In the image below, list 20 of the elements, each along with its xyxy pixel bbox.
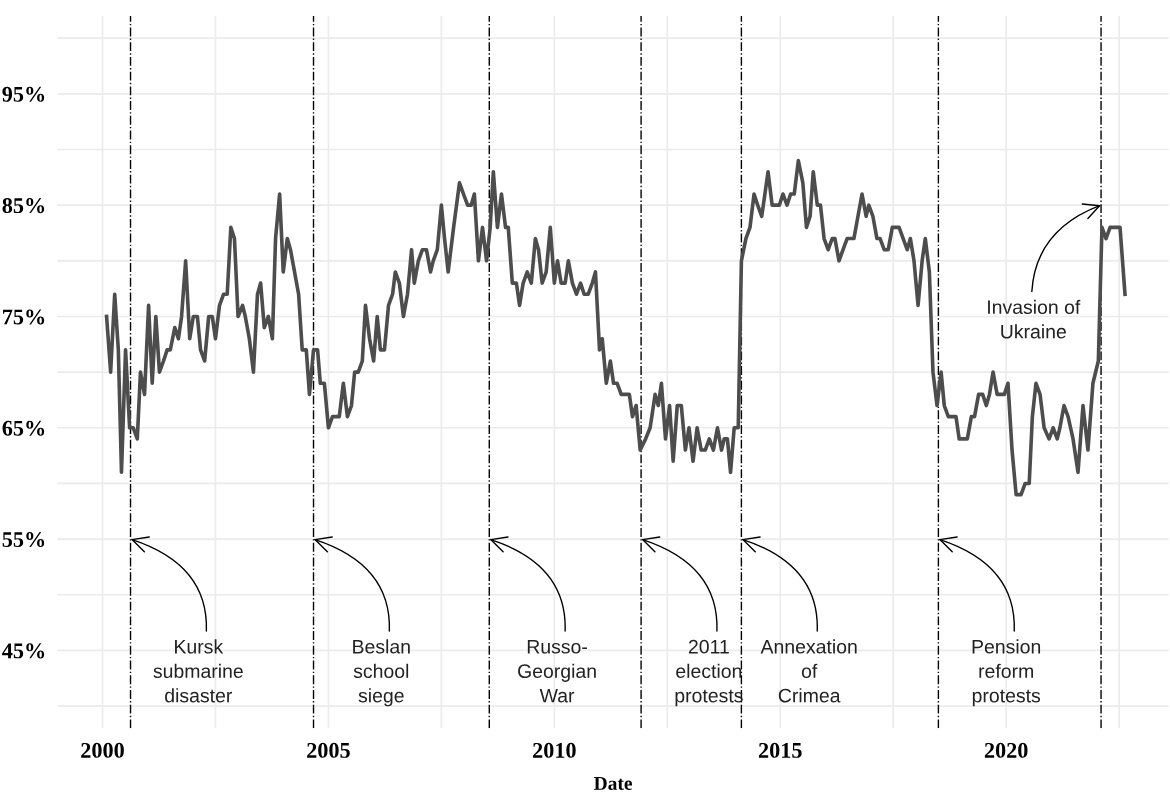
x-tick-label: 2020 (984, 742, 1028, 758)
annotation: Invasion of Ukraine (988, 299, 1081, 339)
x-tick-label: 2015 (758, 742, 802, 758)
line-series (104, 158, 1127, 497)
x-tick-label: 2000 (81, 742, 124, 758)
y-tick-label: 45% (2, 643, 45, 659)
annotation: Beslan school siege (353, 639, 410, 707)
annotation: Annexation of Crimea (760, 639, 857, 703)
annotation: Kursk submarine disaster (153, 639, 243, 703)
annotation: 2011 election protests (675, 639, 743, 707)
y-tick-label: 95% (2, 86, 45, 102)
y-tick-label: 85% (2, 198, 45, 214)
x-tick-label: 2010 (533, 742, 576, 758)
x-axis-title: Date (593, 777, 633, 790)
x-tick-label: 2005 (307, 742, 350, 758)
annotation: Pension reform protests (972, 639, 1041, 707)
y-tick-label: 65% (2, 420, 45, 436)
y-tick-label: 55% (2, 532, 45, 548)
annotation: Russo- Georgian War (518, 640, 596, 703)
y-tick-label: 75% (3, 309, 45, 325)
